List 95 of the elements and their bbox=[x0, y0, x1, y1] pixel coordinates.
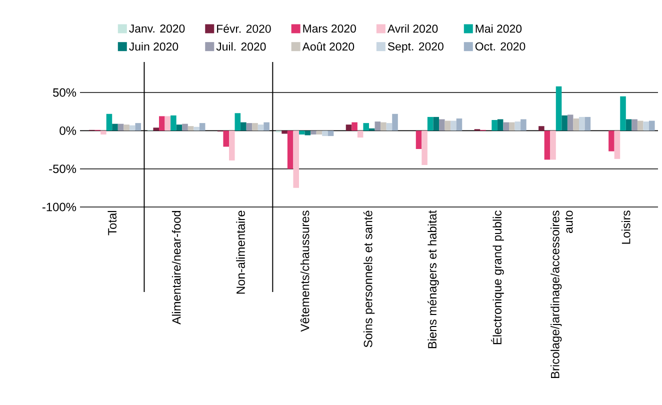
bar bbox=[228, 130, 235, 160]
bar bbox=[556, 86, 562, 131]
bar bbox=[310, 130, 316, 134]
bar bbox=[264, 122, 270, 131]
x-tick-label: Électronique grand public bbox=[491, 210, 504, 344]
legend-label: Juil. 2020 bbox=[216, 42, 266, 51]
bar bbox=[538, 126, 544, 131]
x-tick-label: Non-alimentaire bbox=[236, 210, 245, 294]
bar bbox=[544, 130, 550, 160]
bar bbox=[584, 116, 591, 131]
bar bbox=[188, 126, 194, 131]
bar bbox=[422, 130, 428, 166]
y-tick-label: 50% bbox=[53, 88, 76, 97]
legend-label: Mai 2020 bbox=[476, 24, 522, 33]
bar bbox=[514, 122, 521, 131]
bar bbox=[287, 130, 294, 169]
bar bbox=[567, 114, 574, 131]
bar bbox=[100, 130, 106, 134]
bar bbox=[608, 130, 614, 152]
legend-label: Janv. 2020 bbox=[129, 24, 185, 33]
bar bbox=[240, 122, 246, 131]
legend-label: Juin 2020 bbox=[129, 42, 178, 51]
bar bbox=[293, 130, 299, 188]
bar bbox=[433, 116, 440, 131]
bar bbox=[199, 123, 206, 131]
bar bbox=[223, 130, 229, 147]
bar bbox=[439, 119, 445, 131]
bar bbox=[456, 118, 462, 131]
bar bbox=[164, 116, 171, 131]
bar bbox=[520, 119, 526, 131]
bar bbox=[649, 120, 655, 131]
bar bbox=[497, 119, 504, 131]
x-tick-label: Loisirs bbox=[622, 210, 630, 244]
bar bbox=[328, 130, 334, 136]
bar bbox=[252, 123, 258, 131]
legend-label: Avril 2020 bbox=[387, 24, 438, 33]
x-tick-label: Total bbox=[108, 210, 116, 236]
bar bbox=[194, 126, 200, 131]
bar bbox=[158, 116, 165, 131]
bar bbox=[380, 122, 386, 131]
bar bbox=[282, 130, 288, 134]
bar bbox=[392, 114, 398, 131]
bar bbox=[509, 122, 515, 131]
bar bbox=[427, 116, 434, 131]
bar bbox=[298, 130, 305, 134]
bar bbox=[643, 122, 650, 131]
bar bbox=[416, 130, 422, 149]
bar bbox=[562, 115, 568, 131]
legend-label: Sept. 2020 bbox=[388, 42, 444, 53]
bar bbox=[503, 122, 510, 131]
bar bbox=[626, 119, 632, 131]
bar bbox=[620, 96, 626, 131]
x-tick-label: Biens ménagers et habitat bbox=[428, 210, 439, 348]
bar bbox=[637, 120, 644, 131]
bar bbox=[444, 120, 451, 131]
bar bbox=[182, 124, 188, 131]
bar bbox=[369, 128, 375, 131]
bar bbox=[246, 123, 252, 131]
bar bbox=[124, 124, 130, 131]
bar bbox=[352, 122, 358, 131]
bar bbox=[170, 115, 176, 131]
bar bbox=[573, 118, 580, 131]
legend-label: Oct. 2020 bbox=[475, 42, 526, 50]
y-tick-label: -50% bbox=[49, 164, 76, 174]
bar bbox=[450, 120, 456, 131]
bar bbox=[614, 130, 620, 159]
bar bbox=[386, 123, 392, 131]
x-tick-label: Vêtements/chaussures bbox=[300, 210, 310, 332]
bar bbox=[550, 130, 556, 160]
bar bbox=[153, 128, 159, 131]
bar bbox=[357, 130, 364, 138]
bar bbox=[492, 120, 498, 131]
legend-label: Févr. 2020 bbox=[217, 24, 271, 33]
x-tick-label: Alimentaire/near-food bbox=[172, 210, 181, 324]
bar bbox=[346, 124, 352, 131]
bar bbox=[363, 123, 369, 131]
bar bbox=[579, 116, 585, 131]
bar bbox=[112, 124, 118, 131]
bar bbox=[316, 130, 322, 134]
y-tick-label: -100% bbox=[42, 202, 76, 212]
bar bbox=[118, 124, 124, 131]
legend-label: Mars 2020 bbox=[303, 24, 356, 33]
bar bbox=[258, 124, 264, 131]
legend-label: Août 2020 bbox=[302, 42, 354, 51]
bar bbox=[135, 123, 142, 131]
bar bbox=[234, 113, 241, 131]
bar bbox=[176, 124, 182, 131]
bar bbox=[632, 119, 638, 131]
x-tick-label: Bricolage/jardinage/accessoires auto bbox=[550, 210, 573, 378]
bar bbox=[374, 122, 381, 131]
y-tick-label: 0% bbox=[60, 126, 76, 135]
bar bbox=[322, 130, 328, 136]
bar bbox=[304, 130, 311, 136]
x-tick-label: Soins personnels et santé bbox=[363, 210, 375, 348]
bar bbox=[106, 114, 112, 131]
